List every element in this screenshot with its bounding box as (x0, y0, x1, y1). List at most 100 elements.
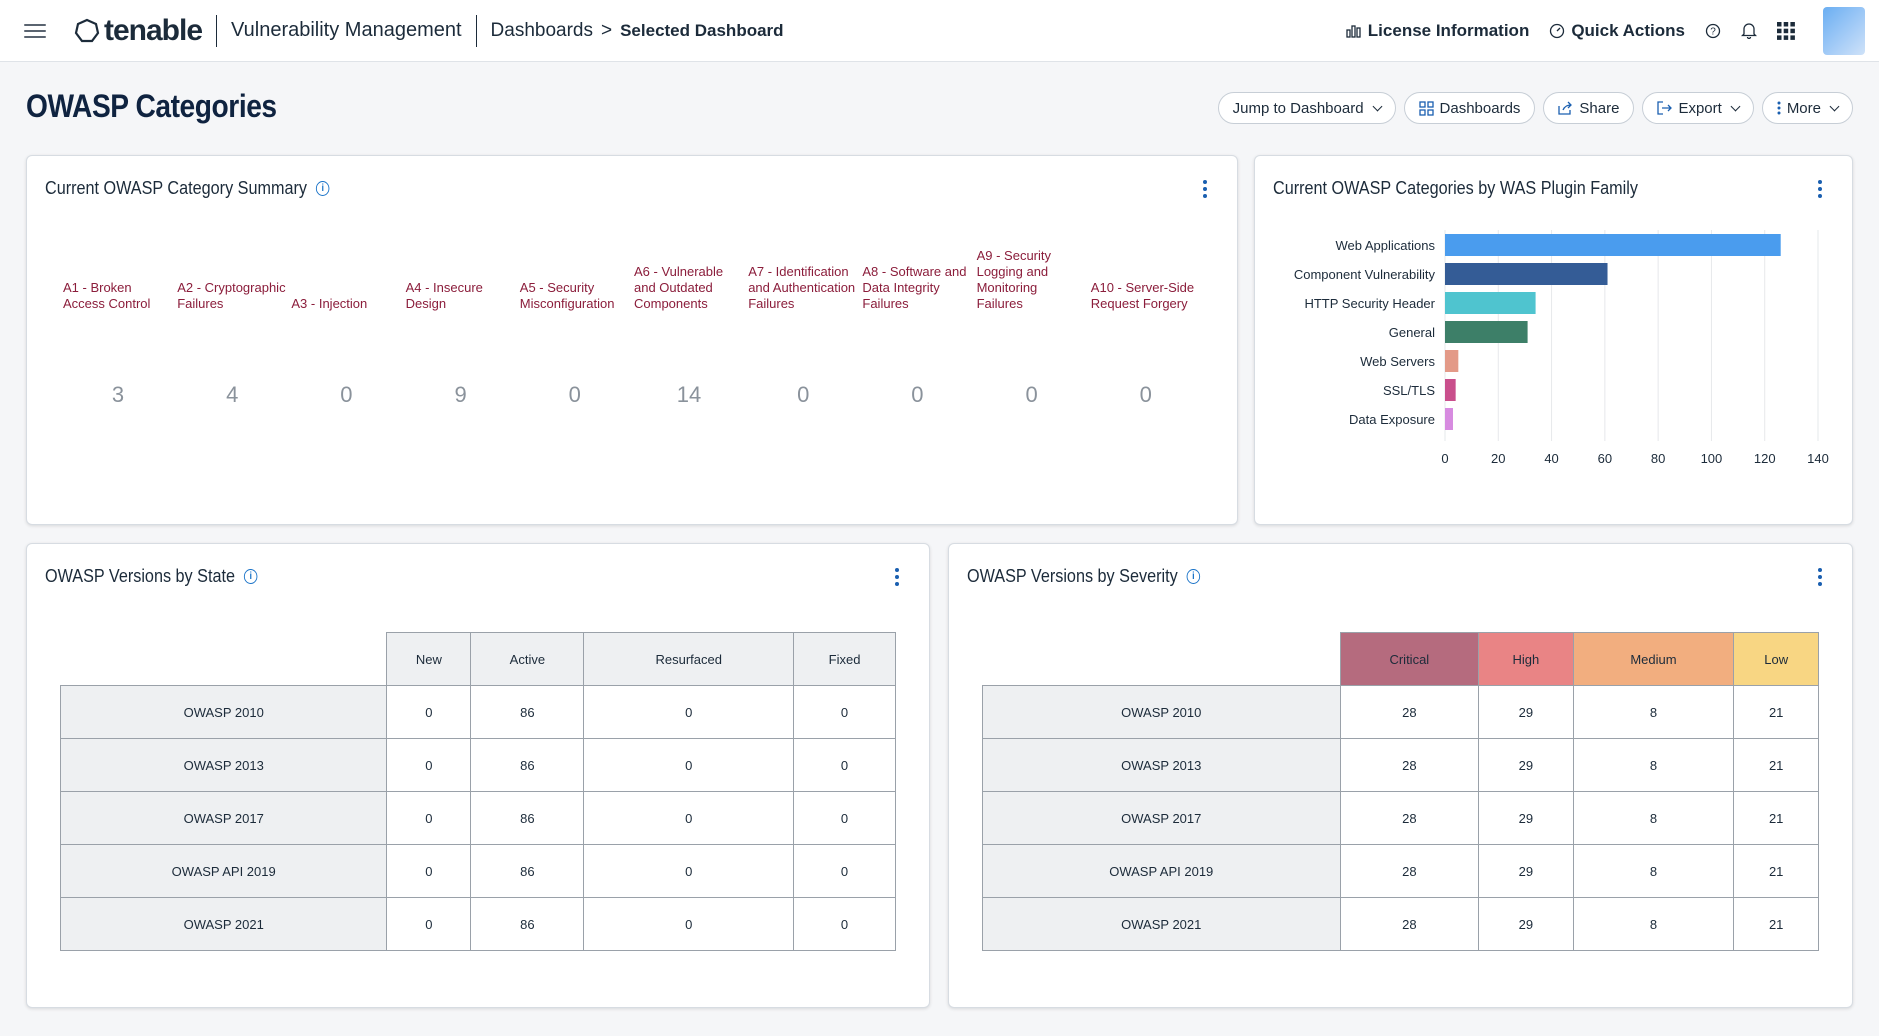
category-value[interactable]: 3 (111, 382, 125, 407)
table-cell[interactable]: 29 (1478, 685, 1574, 739)
category-label: Component Vulnerability (1294, 267, 1436, 282)
dashboards-button[interactable]: Dashboards (1403, 92, 1536, 124)
category-value[interactable]: 0 (911, 382, 924, 407)
bell-icon[interactable] (1741, 22, 1757, 39)
bar[interactable] (1445, 292, 1536, 314)
info-icon[interactable]: i (243, 569, 258, 584)
table-cell[interactable]: 0 (793, 791, 896, 845)
table-cell[interactable]: 28 (1339, 738, 1480, 792)
table-cell[interactable]: 29 (1478, 897, 1574, 951)
quick-actions-label: Quick Actions (1571, 20, 1685, 40)
row-header: OWASP API 2019 (982, 844, 1341, 898)
table-corner (982, 632, 1341, 686)
table-cell[interactable]: 29 (1478, 844, 1574, 898)
bar[interactable] (1445, 263, 1608, 285)
table-cell[interactable]: 0 (386, 738, 472, 792)
x-tick-label: 20 (1491, 451, 1505, 466)
table-row: OWASP API 2019 0 86 0 0 (59, 844, 896, 898)
app-grid-icon[interactable] (1777, 21, 1795, 40)
help-icon[interactable]: ? (1705, 23, 1721, 39)
x-tick-label: 60 (1598, 451, 1612, 466)
info-icon[interactable]: i (315, 181, 330, 196)
table-cell[interactable]: 29 (1478, 791, 1574, 845)
card-menu-button[interactable] (1816, 566, 1824, 588)
table-cell[interactable]: 21 (1733, 685, 1819, 739)
category-value[interactable]: 9 (454, 382, 467, 407)
table-cell[interactable]: 21 (1733, 738, 1819, 792)
category-value[interactable]: 0 (340, 382, 353, 407)
table-cell[interactable]: 8 (1572, 897, 1735, 951)
info-icon[interactable]: i (1186, 569, 1201, 584)
table-cell[interactable]: 86 (470, 844, 585, 898)
table-cell[interactable]: 28 (1339, 897, 1480, 951)
card-menu-button[interactable] (1201, 178, 1209, 200)
chevron-down-icon (1372, 101, 1382, 111)
bar[interactable] (1445, 408, 1453, 430)
card-menu-button[interactable] (893, 566, 901, 588)
bar[interactable] (1445, 350, 1459, 372)
share-button[interactable]: Share (1543, 92, 1635, 124)
table-cell[interactable]: 0 (386, 897, 472, 951)
table-cell[interactable]: 0 (583, 685, 795, 739)
table-cell[interactable]: 8 (1572, 685, 1735, 739)
export-button[interactable]: Export (1642, 92, 1754, 124)
category-label: A8 - Software and Data Integrity Failure… (862, 264, 967, 311)
table-cell[interactable]: 0 (386, 685, 472, 739)
row-header: OWASP 2013 (59, 738, 388, 792)
table-cell[interactable]: 0 (386, 844, 472, 898)
column-header: New (386, 632, 472, 686)
card-menu-button[interactable] (1816, 178, 1824, 200)
category-value[interactable]: 0 (797, 382, 810, 407)
table-cell[interactable]: 28 (1339, 791, 1480, 845)
row-header: OWASP 2010 (982, 685, 1341, 739)
table-cell[interactable]: 8 (1572, 738, 1735, 792)
table-cell[interactable]: 0 (583, 738, 795, 792)
card-title-text: Current OWASP Categories by WAS Plugin F… (1273, 178, 1638, 198)
table-cell[interactable]: 86 (470, 791, 585, 845)
bar[interactable] (1445, 379, 1456, 401)
menu-icon[interactable] (24, 23, 46, 38)
table-cell[interactable]: 8 (1572, 791, 1735, 845)
table-cell[interactable]: 28 (1339, 685, 1480, 739)
row-header: OWASP 2021 (59, 897, 388, 951)
table-row: OWASP 2010 28 29 8 21 (982, 685, 1819, 739)
table-cell[interactable]: 21 (1733, 897, 1819, 951)
table-cell[interactable]: 0 (583, 844, 795, 898)
table-cell[interactable]: 0 (793, 897, 896, 951)
bar[interactable] (1445, 234, 1781, 256)
category-value[interactable]: 0 (568, 382, 581, 407)
table-cell[interactable]: 86 (470, 738, 585, 792)
license-information-link[interactable]: License Information (1346, 21, 1529, 41)
table-cell[interactable]: 86 (470, 685, 585, 739)
table-cell[interactable]: 0 (793, 844, 896, 898)
jump-to-dashboard-button[interactable]: Jump to Dashboard (1217, 92, 1396, 124)
column-header: Fixed (793, 632, 896, 686)
quick-actions-button[interactable]: Quick Actions (1549, 21, 1685, 41)
avatar[interactable] (1823, 6, 1865, 55)
category-value[interactable]: 0 (1025, 382, 1038, 407)
bar[interactable] (1445, 321, 1528, 343)
table-cell[interactable]: 0 (793, 685, 896, 739)
product-name[interactable]: Vulnerability Management (231, 19, 462, 41)
table-cell[interactable]: 86 (470, 897, 585, 951)
table-cell[interactable]: 0 (583, 791, 795, 845)
table-cell[interactable]: 21 (1733, 791, 1819, 845)
tenable-logo[interactable]: tenable (74, 14, 203, 48)
breadcrumb-dashboards[interactable]: Dashboards (490, 19, 593, 41)
table-cell[interactable]: 0 (386, 791, 472, 845)
more-button[interactable]: More (1761, 92, 1853, 124)
table-cell[interactable]: 0 (793, 738, 896, 792)
table-cell[interactable]: 21 (1733, 844, 1819, 898)
chevron-down-icon (1829, 101, 1840, 111)
table-cell[interactable]: 0 (583, 897, 795, 951)
category-value[interactable]: 0 (1139, 382, 1152, 407)
category-value[interactable]: 4 (226, 382, 239, 407)
export-icon (1657, 101, 1673, 115)
table-cell[interactable]: 8 (1572, 844, 1735, 898)
column-header: Low (1733, 632, 1819, 686)
owasp-versions-by-state-card: OWASP Versions by State i New Active Resur… (26, 543, 930, 1008)
category-label: SSL/TLS (1383, 383, 1435, 398)
table-cell[interactable]: 28 (1339, 844, 1480, 898)
category-value[interactable]: 14 (676, 382, 702, 407)
table-cell[interactable]: 29 (1478, 738, 1574, 792)
